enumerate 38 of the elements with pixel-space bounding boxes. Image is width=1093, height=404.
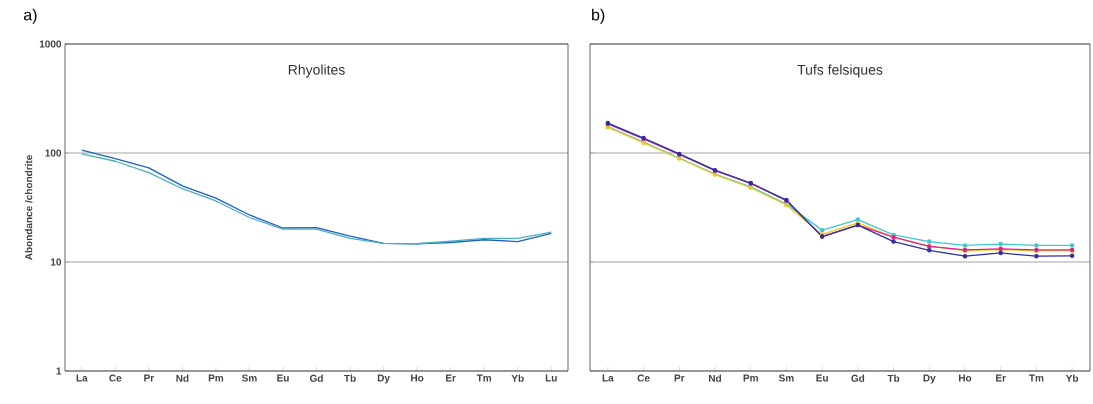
y-tick-label: 1 xyxy=(56,367,62,375)
text: Rhyolites xyxy=(288,64,345,78)
x-tick-label: Dy xyxy=(923,374,936,384)
y-tick-label: 10 xyxy=(50,258,62,266)
x-tick-label: Tm xyxy=(476,374,492,382)
x-tick-label: Nd xyxy=(176,374,189,382)
x-tick-label: Dy xyxy=(377,374,390,384)
x-tick-label: Pr xyxy=(674,374,685,382)
x-tick-label: La xyxy=(602,374,614,382)
x-tick-label: Eu xyxy=(277,374,289,382)
x-tick-label: Gd xyxy=(309,374,323,382)
x-tick-label: Pr xyxy=(144,374,154,382)
x-tick-label: Yb xyxy=(1065,374,1079,382)
y-tick-label: 100 xyxy=(45,149,62,157)
x-tick-label: Yb xyxy=(511,374,524,382)
x-tick-label: Er xyxy=(446,374,456,382)
x-tick-label: Ho xyxy=(411,374,424,382)
text: a) xyxy=(23,8,37,24)
text: b) xyxy=(592,8,605,24)
x-tick-label: Ce xyxy=(109,374,122,382)
x-tick-label: Ho xyxy=(959,374,972,382)
x-tick-label: Pm xyxy=(208,374,224,382)
x-tick-label: Eu xyxy=(816,374,828,382)
x-tick-label: La xyxy=(76,374,88,382)
x-tick-label: Pm xyxy=(743,374,758,382)
text: Tufs felsiques xyxy=(797,64,883,78)
y-tick-label: 1000 xyxy=(39,40,62,48)
x-tick-label: Er xyxy=(996,374,1006,382)
x-tick-label: Nd xyxy=(709,374,722,382)
x-tick-label: Sm xyxy=(241,374,257,382)
y-axis-title: Abondance /chondrite xyxy=(24,155,33,261)
x-tick-label: Tm xyxy=(1029,374,1044,382)
x-tick-label: Tb xyxy=(344,374,356,382)
x-tick-label: Ce xyxy=(637,374,650,382)
x-tick-label: Sm xyxy=(778,374,794,382)
x-tick-label: Lu xyxy=(545,374,557,382)
x-tick-label: Gd xyxy=(851,374,865,382)
x-tick-label: Tb xyxy=(887,374,900,382)
